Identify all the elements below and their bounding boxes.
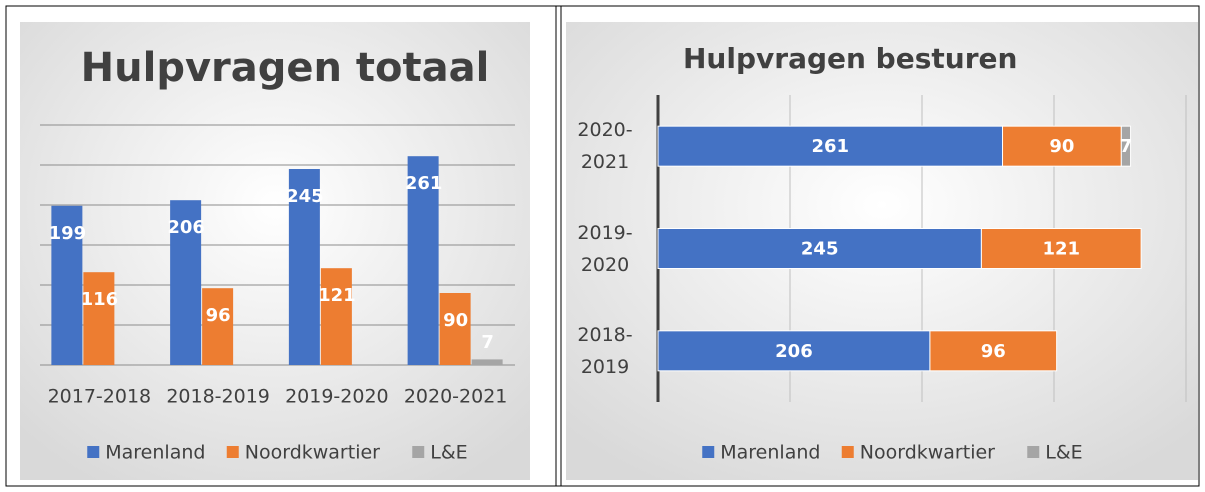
data-label: 261 [811,136,849,157]
data-label: 206 [167,217,205,238]
legend-swatch [87,446,100,458]
y-tick-label: 2020-2021 [577,119,633,174]
bar [657,330,931,372]
data-label: 121 [1042,239,1080,260]
bar [288,169,320,365]
legend-swatch [841,446,854,458]
bar [202,288,234,365]
data-label: 96 [206,305,231,326]
data-label: 116 [81,289,119,310]
bar [170,200,202,365]
data-label: 245 [801,239,839,260]
bar [1002,125,1122,167]
legend-swatch [702,446,715,458]
data-label: 7 [1120,136,1133,157]
y-tick-label: 2018-2019 [577,323,633,378]
data-label: 199 [49,223,87,244]
bar [657,125,1004,167]
bar [657,228,982,269]
legend-swatch [1027,446,1040,458]
bar [407,156,439,365]
bar [1120,125,1132,167]
chart-title: Hulpvragen besturen [683,42,1017,75]
data-label: 245 [286,186,324,207]
chart-bg [20,22,530,480]
legend-label: Noordkwartier [245,442,380,464]
data-label: 90 [443,310,468,331]
data-label: 90 [1049,136,1074,157]
bar [929,330,1058,372]
x-tick-label: 2017-2018 [48,386,152,408]
data-label: 96 [981,341,1006,362]
data-label: 206 [775,341,813,362]
chart-title: Hulpvragen totaal [81,45,490,91]
y-tick-label: 2019-2020 [577,221,633,276]
bar [320,268,352,365]
legend-swatch [226,446,239,458]
data-label: 121 [318,285,356,306]
x-tick-label: 2018-2019 [166,386,270,408]
legend-label: L&E [430,442,467,464]
legend-swatch [412,446,425,458]
legend-label: Marenland [720,442,820,464]
bar [83,272,115,365]
data-label: 7 [481,332,494,353]
bar [439,293,471,365]
bar [980,228,1142,269]
bar [471,359,503,365]
bar [51,205,83,365]
table-border [5,5,1200,487]
data-label: 261 [405,173,443,194]
legend-label: Marenland [105,442,205,464]
x-tick-label: 2020-2021 [404,386,508,408]
legend-label: Noordkwartier [860,442,995,464]
legend-label: L&E [1045,442,1082,464]
x-tick-label: 2019-2020 [285,386,389,408]
